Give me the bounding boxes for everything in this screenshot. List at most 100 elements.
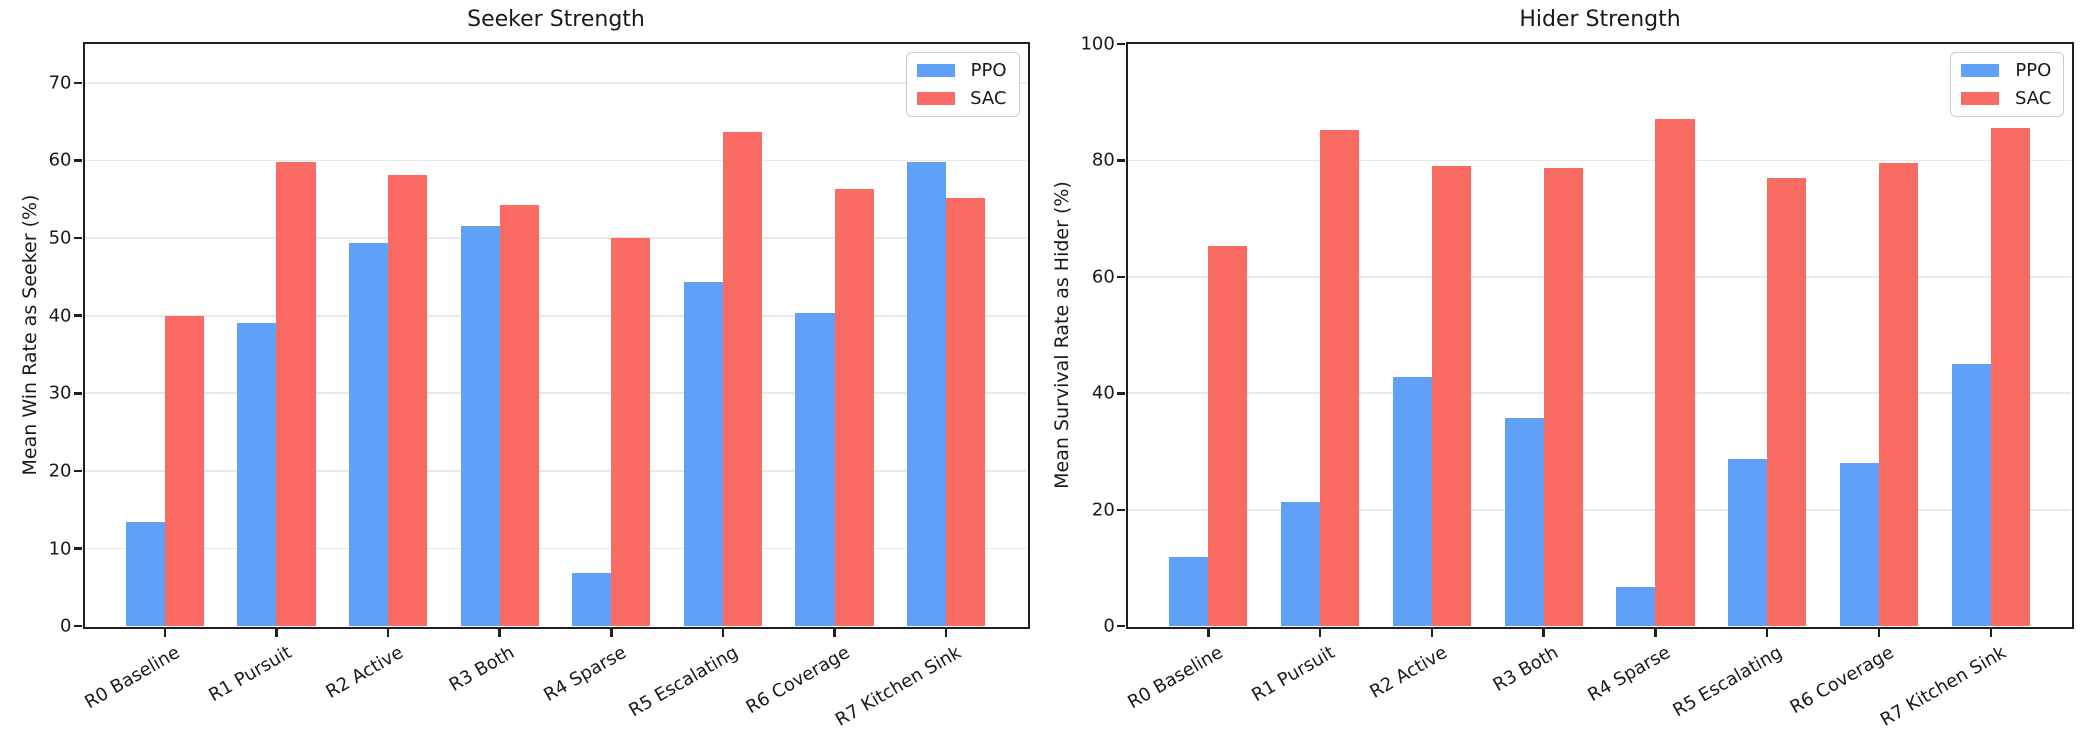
bar-ppo-r2-active [349,242,389,627]
x-tick-mark [1318,628,1322,637]
y-tick-label: 30 [48,382,72,404]
x-tick-mark [1877,628,1881,637]
y-tick-label: 50 [48,227,72,249]
gridline-y40 [1127,392,2072,395]
plot-area-seeker: 0 10 20 30 40 50 60 70 R0 Baseline R1 Pursuit R2 A… [49,42,1030,731]
bar-ppo-r0-baseline [125,522,165,627]
bar-ppo-r5-escalating [683,281,723,627]
gridline-y20 [1127,508,2072,511]
bar-sac-r3-both [499,204,539,627]
y-tick-mark [74,547,82,550]
y-tick-label: 40 [48,305,72,327]
plot-area-hider: 0 20 40 60 80 100 R0 Baseline R1 Pursuit R2 Acti… [1080,34,2075,731]
bar-ppo-r4-sparse [1616,587,1656,627]
x-tick-label-r2-active: R2 Active [1365,642,1451,704]
x-tick-mark [1654,628,1657,637]
y-tick-label: 80 [1091,149,1115,171]
bar-sac-r0-baseline [1208,246,1248,627]
chart-title-seeker: Seeker Strength [467,7,645,32]
bar-ppo-r3-both [1504,417,1544,627]
legend-swatch-sac [916,92,955,105]
gridline-y40 [84,314,1027,317]
y-tick-label: 0 [1103,615,1115,637]
x-tick-mark [833,628,836,637]
bar-sac-r5-escalating [1767,178,1807,627]
bar-ppo-r6-coverage [1839,462,1880,627]
y-tick-mark [74,469,82,473]
legend-swatch-ppo [916,64,955,77]
legend-label-sac: SAC [2014,88,2052,109]
y-tick-label: 20 [1091,499,1115,521]
y-tick-mark [1117,42,1126,46]
bar-sac-r3-both [1543,168,1583,627]
legend: PPO SAC [1950,52,2065,117]
x-tick-mark [944,628,948,637]
x-tick-mark [1207,628,1210,637]
y-tick-label: 40 [1091,382,1115,404]
x-tick-label-r1-pursuit: R1 Pursuit [204,642,295,707]
y-tick-mark [1117,392,1126,395]
bar-sac-r7-kitchen-sink [946,198,986,627]
bar-sac-r2-active [1431,165,1471,627]
legend-label-sac: SAC [970,88,1007,109]
y-tick-mark [74,236,82,240]
y-tick-mark [74,314,82,317]
gridline-y50 [84,237,1027,239]
x-tick-label-r0-baseline: R0 Baseline [1124,642,1227,714]
bar-ppo-r3-both [460,225,500,627]
legend-swatch-sac [1961,92,2000,105]
x-tick-mark [610,628,613,637]
bar-sac-r4-sparse [611,238,651,627]
y-tick-mark [74,81,82,85]
x-tick-label-r6-coverage: R6 Coverage [1786,642,1898,719]
y-tick-mark [74,392,82,395]
bar-ppo-r1-pursuit [1280,502,1321,627]
legend-label-ppo: PPO [970,60,1007,81]
x-tick-label-r3-both: R3 Both [445,642,519,697]
bar-sac-r6-coverage [834,189,874,627]
gridline-y70 [84,81,1027,84]
x-tick-label-r5-escalating: R5 Escalating [1669,642,1786,722]
chart-title-hider: Hider Strength [1519,7,1681,32]
bar-sac-r6-coverage [1879,162,1919,627]
x-tick-mark [721,628,725,637]
legend-label-ppo: PPO [2015,60,2052,81]
legend-swatch-ppo [1961,64,2000,77]
bar-sac-r0-baseline [164,315,204,627]
x-tick-label-r7-kitchen-sink: R7 Kitchen Sink [1876,642,2010,732]
y-tick-label: 10 [48,538,72,560]
x-tick-label-r4-sparse: R4 Sparse [540,642,630,707]
gridline-y30 [84,392,1027,395]
x-tick-mark [1765,628,1769,637]
x-tick-mark [1430,628,1434,637]
gridline-y60 [1127,275,2072,278]
y-tick-mark [1117,159,1126,162]
bar-ppo-r7-kitchen-sink [1951,364,1991,627]
y-tick-mark [1117,624,1126,628]
bar-ppo-r0-baseline [1169,556,1209,627]
x-tick-label-r1-pursuit: R1 Pursuit [1248,642,1339,707]
gridline-y80 [1127,159,2072,162]
y-tick-label: 60 [1091,266,1115,288]
legend: PPO SAC [905,52,1020,117]
x-tick-label-r7-kitchen-sink: R7 Kitchen Sink [831,642,965,732]
x-tick-label-r2-active: R2 Active [322,642,407,704]
bar-sac-r2-active [388,175,428,627]
y-axis-label-hider: Mean Survival Rate as Hider (%) [1051,181,1073,489]
legend-item-ppo: PPO [1961,60,2051,81]
y-tick-label: 70 [48,72,72,94]
x-tick-mark [1542,628,1545,637]
x-tick-label-r3-both: R3 Both [1489,642,1563,697]
x-tick-label-r0-baseline: R0 Baseline [81,642,184,714]
y-tick-mark [74,159,82,162]
bar-sac-r5-escalating [722,131,762,627]
bar-sac-r7-kitchen-sink [1990,127,2030,627]
bar-ppo-r7-kitchen-sink [907,161,947,627]
bar-ppo-r2-active [1392,377,1432,627]
y-tick-label: 20 [48,460,72,482]
bar-ppo-r4-sparse [572,573,612,627]
bar-sac-r1-pursuit [1320,130,1360,627]
